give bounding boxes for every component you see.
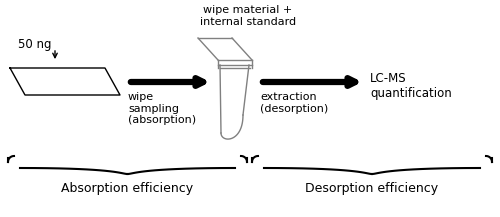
Text: Desorption efficiency: Desorption efficiency [306, 182, 438, 195]
Text: wipe
sampling
(absorption): wipe sampling (absorption) [128, 92, 196, 125]
Text: 50 ng: 50 ng [18, 38, 52, 51]
Text: Absorption efficiency: Absorption efficiency [61, 182, 193, 195]
Text: wipe material +
internal standard: wipe material + internal standard [200, 5, 296, 27]
Text: LC-MS
quantification: LC-MS quantification [370, 72, 452, 100]
Text: extraction
(desorption): extraction (desorption) [260, 92, 328, 114]
